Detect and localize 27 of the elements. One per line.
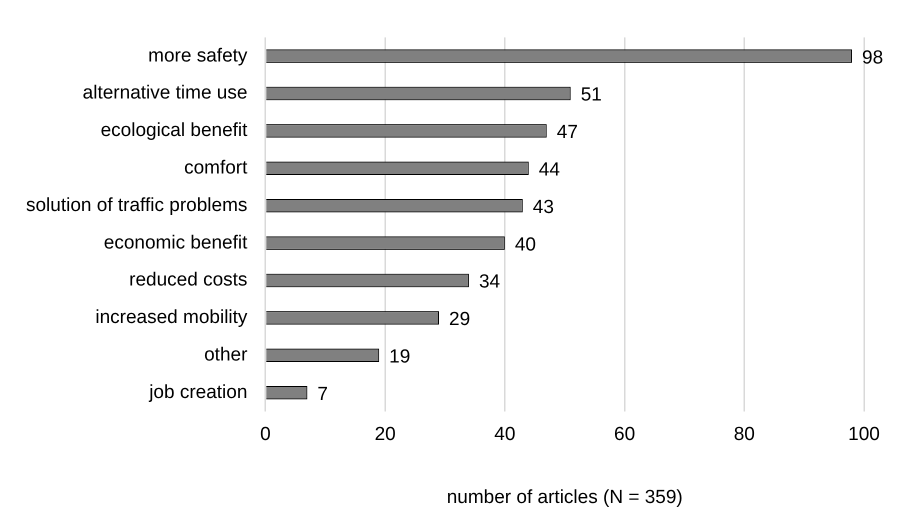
- data-label: 98: [862, 47, 884, 68]
- x-tick-label: 40: [494, 424, 516, 446]
- y-tick-label: solution of traffic problems: [26, 194, 248, 216]
- data-label: 29: [449, 309, 470, 330]
- y-tick-label: comfort: [184, 158, 248, 179]
- y-tick-label: ecological benefit: [100, 120, 248, 142]
- data-label: 44: [538, 160, 560, 181]
- data-label: 19: [389, 346, 410, 368]
- y-tick-label: other: [204, 344, 248, 366]
- data-label: 40: [514, 234, 536, 256]
- y-tick-label: job creation: [148, 382, 248, 403]
- y-tick-label: alternative time use: [82, 82, 248, 104]
- data-label: 43: [532, 196, 554, 218]
- x-axis-title: number of articles (N = 359): [446, 486, 683, 508]
- data-label: 51: [580, 84, 602, 106]
- y-tick-label: economic benefit: [104, 232, 248, 254]
- y-tick-label: more safety: [148, 45, 248, 66]
- data-label: 34: [478, 272, 501, 293]
- y-tick-label: reduced costs: [129, 270, 248, 291]
- x-tick-label: 60: [614, 424, 636, 446]
- data-label: 47: [556, 122, 578, 144]
- x-tick-label: 0: [260, 424, 271, 446]
- x-tick-label: 100: [848, 424, 880, 446]
- x-tick-label: 20: [374, 424, 396, 446]
- data-label: 7: [317, 384, 328, 405]
- y-tick-label: increased mobility: [95, 307, 248, 328]
- x-tick-label: 80: [734, 424, 755, 446]
